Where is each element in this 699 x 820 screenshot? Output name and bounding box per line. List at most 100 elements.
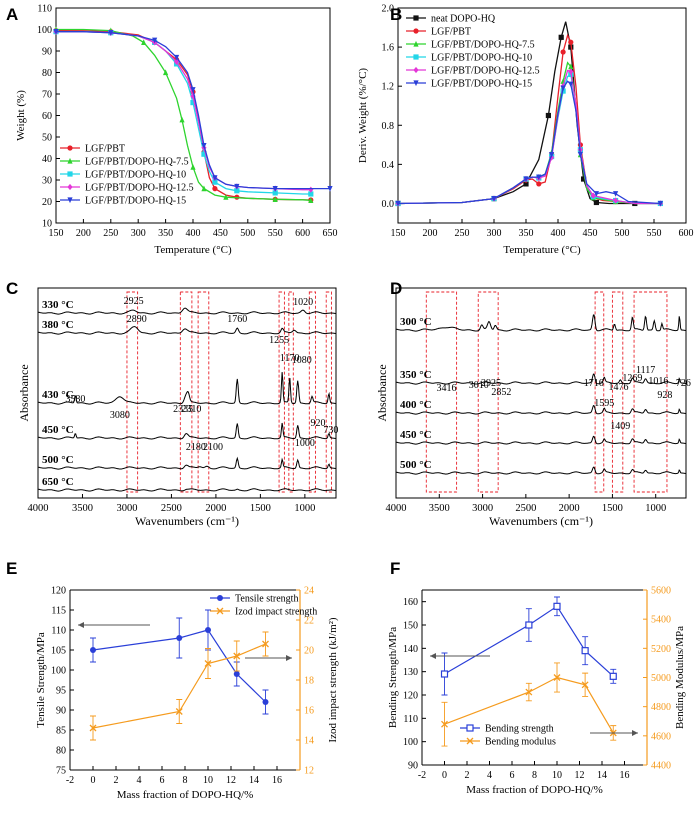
chart-c-svg: C 4000 3500 3000 2500 2000 1500 1000 Wavenumber… [6,279,338,528]
chart-c-highlight-band [325,291,333,493]
chart-c-peak-label: 1255 [269,335,289,346]
chart-b-plot-frame [397,7,687,224]
chart-f-svg: F -2 0 2 4 6 8 10 12 14 16 90 100 110 120 130 140 150 160… [387,559,686,796]
chart-c-peak-label: 2890 [127,314,147,325]
chart-d-peak-label: 726 [676,378,691,389]
chart-f-y-left-axis-title: Bending Strength/MPa [387,627,399,728]
chart-c-x-tick-label: 1500 [250,503,271,514]
chart-b-x-tick-label: 550 [647,228,662,239]
chart-f-axis-arrowhead [632,730,638,736]
chart-a-y-axis-title: Weight (%) [15,90,27,141]
chart-b-series-line [397,73,661,205]
panel-letter-c: C [6,279,18,298]
chart-d-spectrum-label: 400 °C [400,399,432,411]
chart-b-data-point [613,191,619,197]
chart-a-data-point [272,186,278,192]
chart-d-highlight-band [633,291,668,493]
chart-b-data-point [657,200,663,207]
chart-b-x-axis-title: Temperature (°C) [503,244,581,256]
chart-e-y-left-axis-title: Tensile Strength/MPa [35,632,47,728]
chart-b-data-point [613,197,619,204]
chart-b-legend-label: LGF/PBT/DOPO-HQ-12.5 [431,66,540,77]
chart-a-x-tick-label: 450 [213,228,228,239]
chart-d-highlight-band [611,291,624,493]
chart-c-spectrum-line [37,307,336,315]
chart-e-legend-label: Izod impact strength [235,607,317,618]
chart-b-data-point [568,63,574,70]
chart-e-x-tick-label: 14 [249,775,259,786]
chart-f-y-right-tick-label: 4400 [651,761,671,772]
chart-f-y-right-axis-title: Bending Modulus/MPa [674,626,686,729]
chart-e-axis-arrowhead [78,622,84,628]
chart-e-y-left-tick-label: 105 [51,646,66,657]
chart-b-y-axis-title: Deriv. Weight (%/°C) [357,68,369,163]
chart-a-y-tick-label: 20 [42,197,52,208]
chart-d-spectrum-line [395,314,686,332]
chart-c-highlight-band [126,291,139,493]
chart-b-data-point [568,81,574,88]
chart-d-peak-label: 1269 [622,373,642,384]
chart-d-highlight-band [425,291,458,493]
chart-e-y-left-tick-label: 80 [56,746,66,757]
chart-e-x-tick-label: 12 [226,775,236,786]
chart-a-legend-marker [67,157,73,164]
chart-d-x-tick-label: 3500 [429,503,450,514]
chart-a-x-axis-title: Temperature (°C) [154,244,232,256]
chart-b-x-tick-label: 350 [519,228,534,239]
chart-e-y-right-tick-label: 20 [304,646,314,657]
chart-b-legend-label: LGF/PBT/DOPO-HQ-15 [431,79,532,90]
chart-a-data-point [152,37,158,44]
chart-a-y-tick-label: 60 [42,111,52,122]
chart-e-y-right-tick-label: 12 [304,766,314,777]
chart-c-y-axis-title: Absorbance [17,364,31,421]
chart-f-data-point [441,720,448,728]
chart-b-legend-marker [413,66,419,74]
chart-d-x-tick-label: 4000 [386,503,407,514]
chart-a-y-tick-label: 30 [42,176,52,187]
chart-a-legend-label: LGF/PBT/DOPO-HQ-12.5 [85,183,194,194]
chart-d-spectrum-line [395,435,686,445]
chart-b-legend-marker [413,40,419,47]
panel-e: E -2 0 2 4 6 8 10 12 14 16 75 80 85 90 95 100 105 110 115 1… [0,540,350,815]
chart-a-x-tick-label: 500 [240,228,255,239]
chart-c-plot-frame [37,287,337,499]
chart-b-series-line [397,69,661,205]
chart-a-legend-marker [67,145,73,151]
chart-b-y-tick-label: 2.0 [382,4,395,15]
panel-d: D 4000 3500 3000 2500 2000 1500 1000 Wavenumber… [350,270,699,540]
chart-c-spectrum-line [37,456,336,470]
chart-b-x-tick-label: 450 [583,228,598,239]
chart-f-x-tick-label: 8 [532,770,537,781]
chart-b-legend-label: LGF/PBT/DOPO-HQ-7.5 [431,40,535,51]
chart-f-x-axis-title: Mass fraction of DOPO-HQ/% [466,784,603,796]
chart-b-data-point [593,199,599,206]
chart-c-x-tick-label: 2000 [205,503,226,514]
chart-a-x-tick-label: 550 [268,228,283,239]
chart-a-data-point [163,69,169,76]
chart-f-y-left-tick-label: 150 [403,621,418,632]
chart-c-peak-label: 2310 [181,404,201,415]
chart-a-data-point [201,185,207,192]
chart-a-legend-label: LGF/PBT/DOPO-HQ-10 [85,170,186,181]
chart-d-peak-label: 1595 [594,398,614,409]
chart-a-data-point [201,151,207,157]
chart-f-x-tick-label: 12 [575,770,585,781]
chart-e-x-tick-label: 2 [114,775,119,786]
chart-c-highlight-band [197,291,210,493]
chart-b-data-point [560,49,566,55]
chart-a-x-tick-label: 650 [323,228,338,239]
chart-e-x-tick-label: 6 [160,775,165,786]
chart-f-x-tick-label: 4 [487,770,492,781]
chart-b-data-point [558,34,564,40]
chart-c-peak-label: 1170 [280,353,300,364]
chart-a-data-point [190,87,196,93]
chart-c-spectrum-label: 380 °C [42,319,74,331]
chart-e-y-left-tick-label: 85 [56,726,66,737]
chart-e-data-point [262,640,269,648]
chart-f-y-right-tick-label: 4800 [651,702,671,713]
chart-d-x-tick-label: 1000 [645,503,666,514]
chart-c-peak-label: 2335 [173,404,193,415]
chart-d-peak-label: 2925 [481,378,501,389]
chart-a-x-tick-label: 200 [76,228,91,239]
chart-e-x-tick-label: 16 [272,775,282,786]
